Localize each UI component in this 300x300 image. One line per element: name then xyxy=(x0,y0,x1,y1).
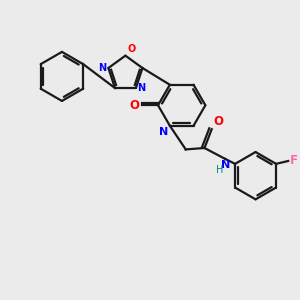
Text: F: F xyxy=(290,154,298,167)
Text: N: N xyxy=(137,83,146,93)
Text: N: N xyxy=(220,160,230,170)
Text: O: O xyxy=(213,115,223,128)
Text: H: H xyxy=(216,165,224,175)
Text: O: O xyxy=(130,99,140,112)
Text: N: N xyxy=(159,127,168,137)
Text: O: O xyxy=(128,44,136,54)
Text: N: N xyxy=(98,63,106,73)
